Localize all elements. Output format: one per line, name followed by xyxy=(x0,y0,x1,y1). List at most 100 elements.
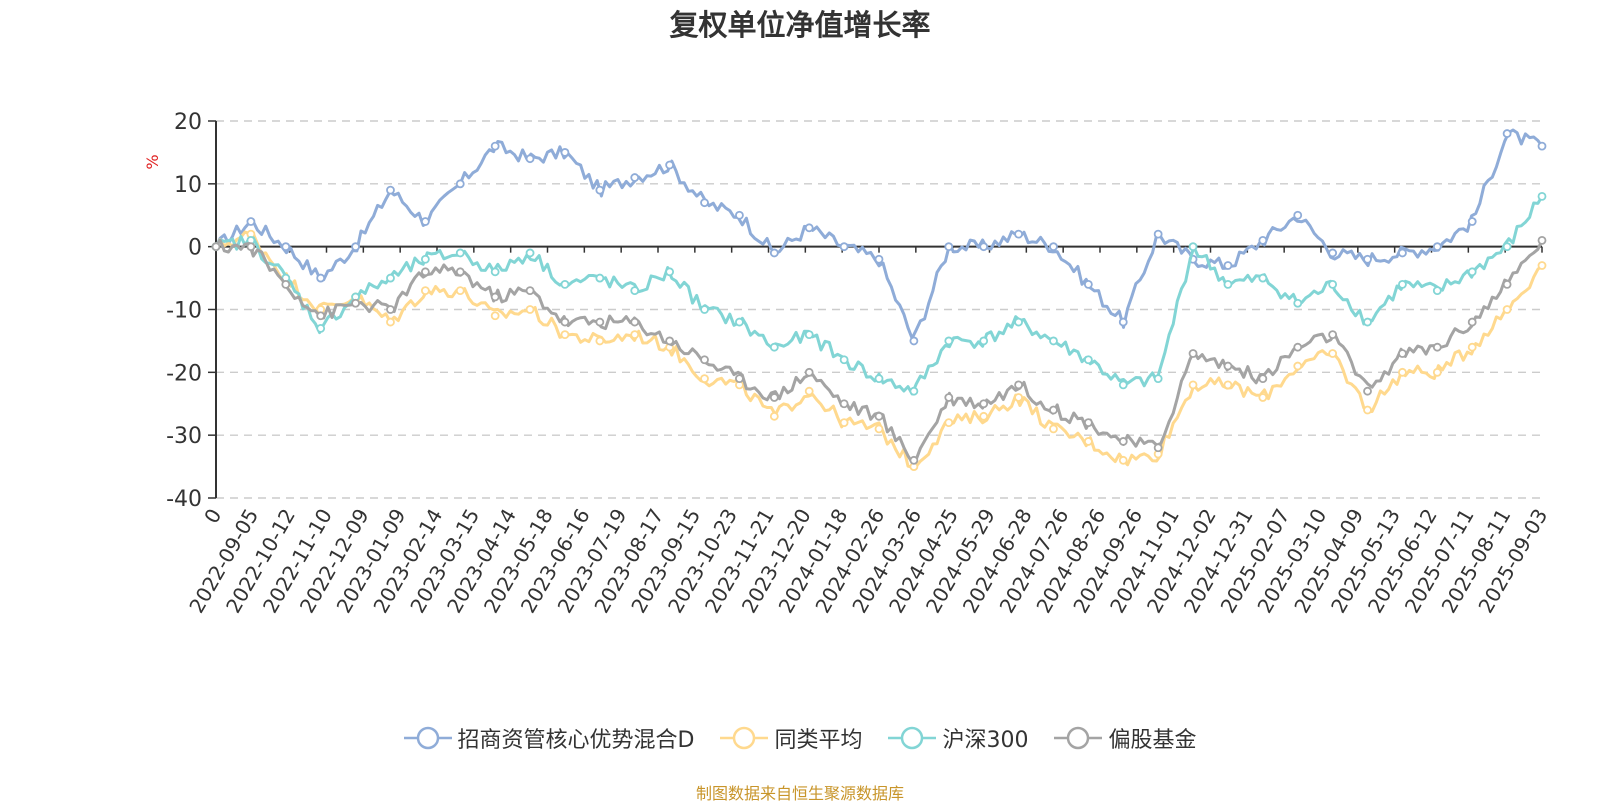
y-tick-label: 10 xyxy=(174,173,202,198)
legend-item[interactable]: 沪深300 xyxy=(888,722,1028,754)
series-marker xyxy=(1049,424,1058,434)
series-marker xyxy=(769,248,779,258)
line-chart: -40-30-20-1001020%02022-09-052022-10-122… xyxy=(143,110,1552,617)
series-marker xyxy=(525,286,535,296)
series-marker xyxy=(1537,141,1547,151)
series-marker xyxy=(839,418,849,428)
legend-label: 偏股基金 xyxy=(1108,728,1197,753)
y-axis-label: % xyxy=(143,154,162,169)
series-marker xyxy=(909,455,919,465)
series-marker xyxy=(525,305,535,314)
series-marker xyxy=(455,286,465,296)
series-marker xyxy=(630,317,640,327)
series-marker xyxy=(874,254,884,264)
series-marker xyxy=(804,223,814,233)
series-marker xyxy=(700,355,709,365)
source-note: 制图数据来自恒生聚源数据库 xyxy=(695,784,904,803)
series-marker xyxy=(246,242,256,252)
series-marker xyxy=(665,160,675,170)
series-marker xyxy=(1014,229,1023,239)
series-marker xyxy=(839,399,849,409)
y-tick-label: 20 xyxy=(174,110,202,135)
series-marker xyxy=(1467,217,1477,226)
series-marker xyxy=(351,242,360,252)
y-tick-label: -20 xyxy=(166,361,202,386)
series-marker xyxy=(1537,191,1547,201)
y-tick-label: -40 xyxy=(166,487,202,512)
series-marker xyxy=(769,411,779,421)
series-marker xyxy=(386,305,395,314)
legend-swatch xyxy=(403,726,452,750)
series-marker xyxy=(1398,279,1407,289)
series-marker xyxy=(595,273,605,283)
series-marker xyxy=(700,305,709,314)
series-marker xyxy=(769,342,779,352)
series-marker xyxy=(595,336,605,346)
series-marker xyxy=(1363,386,1372,396)
series-marker xyxy=(1118,437,1128,446)
series-marker xyxy=(874,411,884,421)
series-marker xyxy=(909,386,919,396)
series-marker xyxy=(979,336,989,346)
series-marker xyxy=(560,148,570,157)
series-marker xyxy=(1398,248,1407,258)
series-marker xyxy=(1223,261,1233,270)
series-marker xyxy=(525,154,535,164)
series-marker xyxy=(1258,235,1268,245)
series-marker xyxy=(1293,342,1303,352)
series-marker xyxy=(1328,330,1338,340)
series-marker xyxy=(1049,405,1058,415)
series-marker xyxy=(1502,279,1512,289)
series-marker xyxy=(735,210,744,220)
series-marker xyxy=(769,393,779,402)
series-marker xyxy=(316,311,326,321)
series-marker xyxy=(246,217,256,226)
series-marker xyxy=(1363,254,1372,264)
series-marker xyxy=(839,242,849,252)
series-marker xyxy=(490,267,500,277)
series-marker xyxy=(281,242,291,252)
series-marker xyxy=(1258,273,1268,283)
legend-item[interactable]: 招商资管核心优势混合D xyxy=(403,722,694,754)
y-tick-label: 0 xyxy=(188,236,202,261)
legend-item[interactable]: 偏股基金 xyxy=(1054,722,1196,754)
series-marker xyxy=(1223,361,1233,371)
series-marker xyxy=(1258,374,1268,384)
series-marker xyxy=(804,386,814,396)
legend-label: 同类平均 xyxy=(774,728,863,753)
series-marker xyxy=(1188,349,1198,358)
series-marker xyxy=(1083,437,1093,446)
series-marker xyxy=(595,317,605,327)
series-line xyxy=(214,195,1544,396)
series-marker xyxy=(1083,418,1093,428)
series-marker xyxy=(1049,336,1058,346)
series-marker xyxy=(1014,393,1023,402)
x-tick-label: 0 xyxy=(199,505,226,528)
series-marker xyxy=(1432,342,1442,352)
series-marker xyxy=(1398,349,1407,358)
series-marker xyxy=(1293,361,1303,371)
series-marker xyxy=(420,217,430,226)
series-marker xyxy=(1432,286,1442,296)
y-tick-label: -10 xyxy=(166,299,202,324)
series-marker xyxy=(1083,279,1093,289)
legend-item[interactable]: 同类平均 xyxy=(720,722,862,754)
series-marker xyxy=(1223,380,1233,390)
series-marker xyxy=(386,273,395,283)
series-marker xyxy=(944,336,954,346)
series-marker xyxy=(839,355,849,365)
legend-swatch xyxy=(888,726,937,750)
series-marker xyxy=(420,267,430,277)
series-marker xyxy=(979,399,989,409)
series-marker xyxy=(386,317,395,327)
series-marker xyxy=(944,418,954,428)
series-marker xyxy=(1293,210,1303,220)
series-marker xyxy=(1502,305,1512,314)
series-marker xyxy=(455,267,465,277)
series-marker xyxy=(1118,380,1128,390)
series-line xyxy=(214,128,1544,340)
series-marker xyxy=(665,267,675,277)
series-marker xyxy=(630,330,640,340)
legend-swatch xyxy=(720,726,769,750)
series-marker xyxy=(1537,261,1547,270)
